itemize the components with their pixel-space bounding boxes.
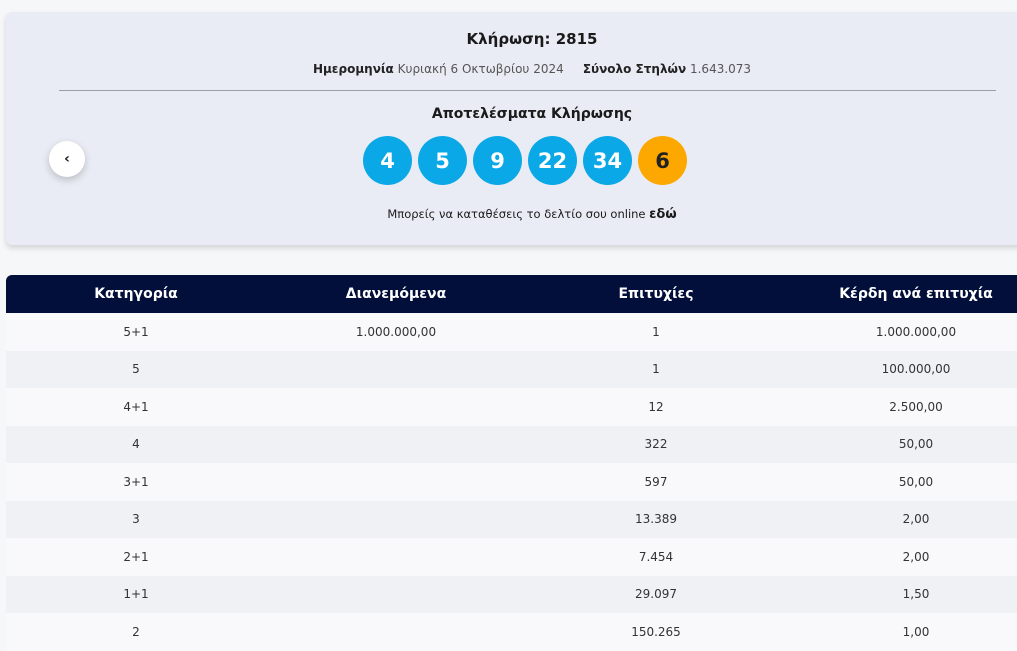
cell-prize: 50,00 xyxy=(786,463,1017,501)
table-row: 4+1 12 2.500,00 xyxy=(6,388,1017,426)
table-row: 3 13.389 2,00 xyxy=(6,500,1017,538)
total-label: Σύνολο Στηλών xyxy=(582,62,687,76)
table-row: 2 150.265 1,00 xyxy=(6,613,1017,651)
cell-prize: 2.500,00 xyxy=(786,388,1017,426)
cell-category: 2+1 xyxy=(6,538,266,576)
prize-table: Κατηγορία Διανεμόμενα Επιτυχίες Κέρδη αν… xyxy=(6,275,1017,651)
total-value: 1.643.073 xyxy=(689,62,752,76)
online-message: Μπορείς να καταθέσεις το δελτίο σου onli… xyxy=(387,207,646,221)
cell-category: 2 xyxy=(6,613,266,651)
draw-meta: Ημερομηνία Κυριακή 6 Οκτωβρίου 2024 Σύνο… xyxy=(6,62,1017,76)
cell-prize: 100.000,00 xyxy=(786,350,1017,388)
divider xyxy=(59,90,996,91)
cell-category: 3 xyxy=(6,500,266,538)
online-link[interactable]: εδώ xyxy=(649,207,677,222)
table-row: 3+1 597 50,00 xyxy=(6,463,1017,501)
cell-winners: 7.454 xyxy=(526,538,786,576)
header-prize: Κέρδη ανά επιτυχία xyxy=(786,275,1017,313)
number-ball: 4 xyxy=(363,136,412,185)
table-header: Κατηγορία Διανεμόμενα Επιτυχίες Κέρδη αν… xyxy=(6,275,1017,313)
cell-winners: 597 xyxy=(526,463,786,501)
cell-prize: 2,00 xyxy=(786,538,1017,576)
results-heading: Αποτελέσματα Κλήρωσης xyxy=(431,106,633,122)
draw-date: Κυριακή 6 Οκτωβρίου 2024 xyxy=(397,62,564,76)
cell-prize: 50,00 xyxy=(786,425,1017,463)
table-row: 5+1 1.000.000,00 1 1.000.000,00 xyxy=(6,313,1017,351)
cell-prize: 1,00 xyxy=(786,613,1017,651)
cell-winners: 29.097 xyxy=(526,575,786,613)
cell-category: 1+1 xyxy=(6,575,266,613)
draw-title: Κλήρωση: 2815 xyxy=(466,30,598,48)
previous-draw-button[interactable]: ‹ xyxy=(49,141,85,177)
header-category: Κατηγορία xyxy=(6,275,266,313)
header-winners: Επιτυχίες xyxy=(526,275,786,313)
cell-distributed xyxy=(266,500,526,538)
cell-distributed xyxy=(266,425,526,463)
number-ball: 34 xyxy=(583,136,632,185)
draw-card: Κλήρωση: 2815 Ημερομηνία Κυριακή 6 Οκτωβ… xyxy=(6,12,1017,245)
online-text: Μπορείς να καταθέσεις το δελτίο σου onli… xyxy=(6,207,1017,222)
header-distributed: Διανεμόμενα xyxy=(266,275,526,313)
cell-winners: 12 xyxy=(526,388,786,426)
cell-winners: 1 xyxy=(526,313,786,351)
number-ball: 22 xyxy=(528,136,577,185)
cell-category: 3+1 xyxy=(6,463,266,501)
cell-distributed xyxy=(266,350,526,388)
cell-distributed xyxy=(266,613,526,651)
cell-category: 4 xyxy=(6,425,266,463)
cell-winners: 1 xyxy=(526,350,786,388)
cell-distributed xyxy=(266,388,526,426)
cell-prize: 1.000.000,00 xyxy=(786,313,1017,351)
table-row: 4 322 50,00 xyxy=(6,425,1017,463)
chevron-left-icon: ‹ xyxy=(64,151,70,167)
date-label: Ημερομηνία xyxy=(312,62,394,76)
cell-winners: 150.265 xyxy=(526,613,786,651)
table-row: 1+1 29.097 1,50 xyxy=(6,575,1017,613)
cell-distributed xyxy=(266,538,526,576)
cell-distributed: 1.000.000,00 xyxy=(266,313,526,351)
cell-prize: 1,50 xyxy=(786,575,1017,613)
table-row: 2+1 7.454 2,00 xyxy=(6,538,1017,576)
cell-distributed xyxy=(266,463,526,501)
cell-distributed xyxy=(266,575,526,613)
cell-category: 5 xyxy=(6,350,266,388)
number-ball: 9 xyxy=(473,136,522,185)
cell-winners: 322 xyxy=(526,425,786,463)
cell-winners: 13.389 xyxy=(526,500,786,538)
cell-category: 5+1 xyxy=(6,313,266,351)
bonus-ball: 6 xyxy=(638,136,687,185)
number-ball: 5 xyxy=(418,136,467,185)
winning-numbers: 4 5 9 22 34 6 xyxy=(363,136,687,185)
table-row: 5 1 100.000,00 xyxy=(6,350,1017,388)
cell-prize: 2,00 xyxy=(786,500,1017,538)
cell-category: 4+1 xyxy=(6,388,266,426)
